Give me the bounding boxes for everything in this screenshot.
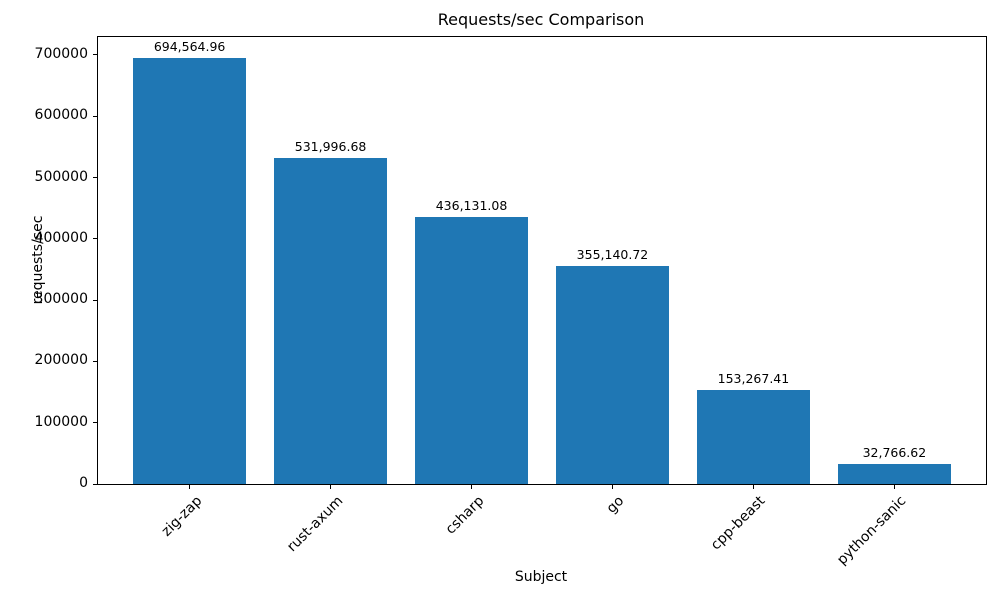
y-axis-tick-mark — [93, 115, 98, 117]
y-axis-tick-mark — [93, 483, 98, 485]
y-axis-tick-label: 400000 — [34, 229, 88, 246]
bar-zig-zap — [133, 58, 246, 484]
y-axis-tick-label: 500000 — [34, 168, 88, 185]
bar-python-sanic — [838, 463, 951, 484]
y-axis-tick-mark — [93, 238, 98, 240]
y-axis-tick-mark — [93, 360, 98, 362]
x-axis-tick-mark — [611, 484, 613, 489]
bar-value-label-csharp: 436,131.08 — [435, 197, 508, 213]
x-axis-tick-mark — [189, 484, 191, 489]
bar-cpp-beast — [697, 390, 810, 484]
bar-value-label-rust-axum: 531,996.68 — [294, 138, 367, 154]
bar-csharp — [415, 216, 528, 484]
bar-value-label-go: 355,140.72 — [576, 247, 649, 263]
y-axis-label: requests/sec — [30, 215, 46, 305]
x-axis-tick-mark — [471, 484, 473, 489]
bar-value-label-cpp-beast: 153,267.41 — [717, 371, 790, 387]
y-axis-tick-mark — [93, 177, 98, 179]
bar-value-label-python-sanic: 32,766.62 — [862, 444, 927, 460]
bar-go — [556, 266, 669, 484]
y-axis-tick-label: 700000 — [34, 45, 88, 62]
y-axis-tick-label: 200000 — [34, 352, 88, 369]
x-axis-label: Subject — [514, 569, 568, 585]
x-axis-tick-mark — [330, 484, 332, 489]
bar-value-label-zig-zap: 694,564.96 — [153, 39, 226, 55]
y-axis-tick-mark — [93, 422, 98, 424]
y-axis-tick-label: 100000 — [34, 413, 88, 430]
y-axis-tick-label: 0 — [79, 475, 88, 491]
x-axis-tick-mark — [893, 484, 895, 489]
y-axis-tick-label: 300000 — [34, 291, 88, 308]
x-axis-tick-mark — [752, 484, 754, 489]
y-axis-tick-mark — [93, 299, 98, 301]
plot-area: 0 100000 200000 300000 400000 500000 600000 700… — [35, 36, 987, 568]
y-axis-tick-label: 600000 — [34, 107, 88, 124]
chart-title: Requests/sec Comparison — [437, 10, 645, 29]
y-axis-tick-mark — [93, 54, 98, 56]
bar-rust-axum — [274, 157, 387, 484]
